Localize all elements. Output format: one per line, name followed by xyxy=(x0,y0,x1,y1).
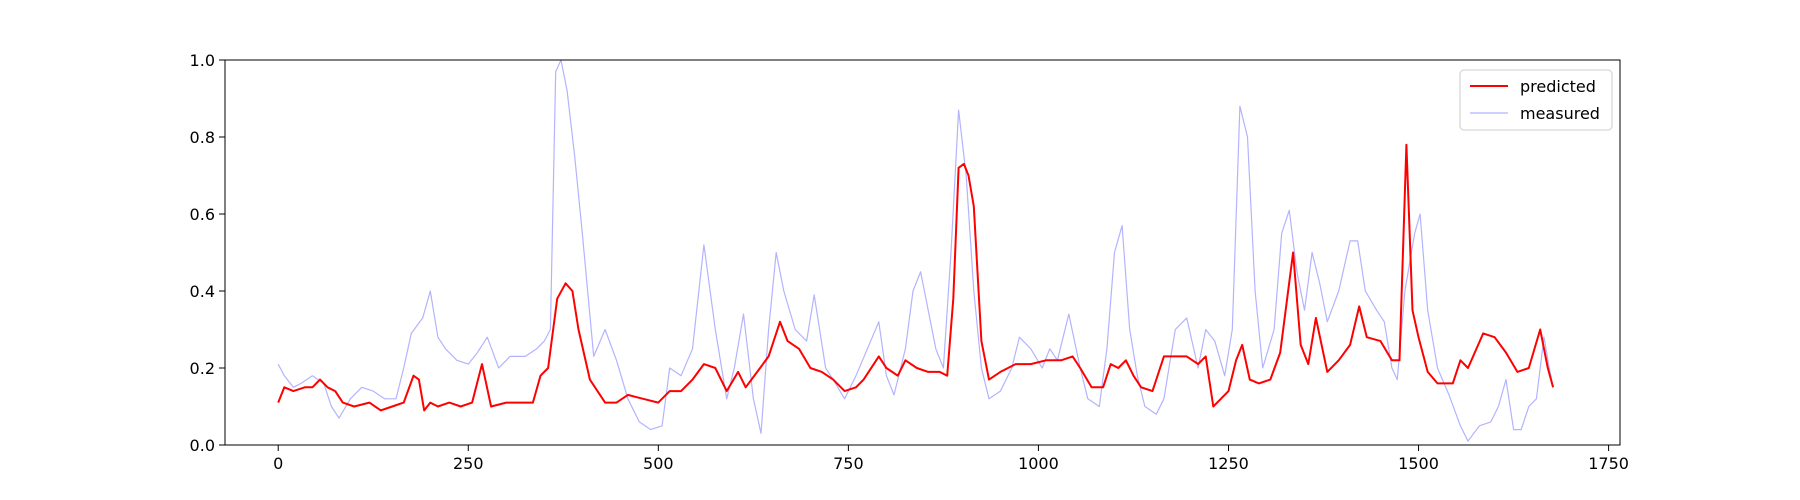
x-tick-label: 1750 xyxy=(1588,454,1629,473)
series-line-measured xyxy=(277,60,1554,442)
x-tick-label: 1500 xyxy=(1398,454,1439,473)
y-tick-label: 1.0 xyxy=(190,51,215,70)
y-tick-label: 0.8 xyxy=(190,128,215,147)
y-axis: 0.0 0.2 0.4 0.6 0.8 1.0 xyxy=(190,51,225,455)
y-tick-label: 0.2 xyxy=(190,359,215,378)
y-tick-label: 0.4 xyxy=(190,282,215,301)
legend-label-measured: measured xyxy=(1520,104,1600,123)
x-tick-label: 500 xyxy=(643,454,674,473)
y-tick-label: 0.0 xyxy=(190,436,215,455)
series-line-predicted xyxy=(277,143,1555,412)
series-layer xyxy=(277,60,1555,442)
x-tick-label: 750 xyxy=(833,454,864,473)
y-tick-label: 0.6 xyxy=(190,205,215,224)
x-tick-label: 0 xyxy=(273,454,283,473)
plot-frame xyxy=(224,59,1621,446)
x-tick-label: 1250 xyxy=(1208,454,1249,473)
x-tick-label: 1000 xyxy=(1018,454,1059,473)
x-tick-label: 250 xyxy=(453,454,484,473)
legend-label-predicted: predicted xyxy=(1520,77,1596,96)
x-axis: 0 250 500 750 1000 1250 1500 1750 xyxy=(273,445,1629,473)
legend: predicted measured xyxy=(1459,69,1613,131)
